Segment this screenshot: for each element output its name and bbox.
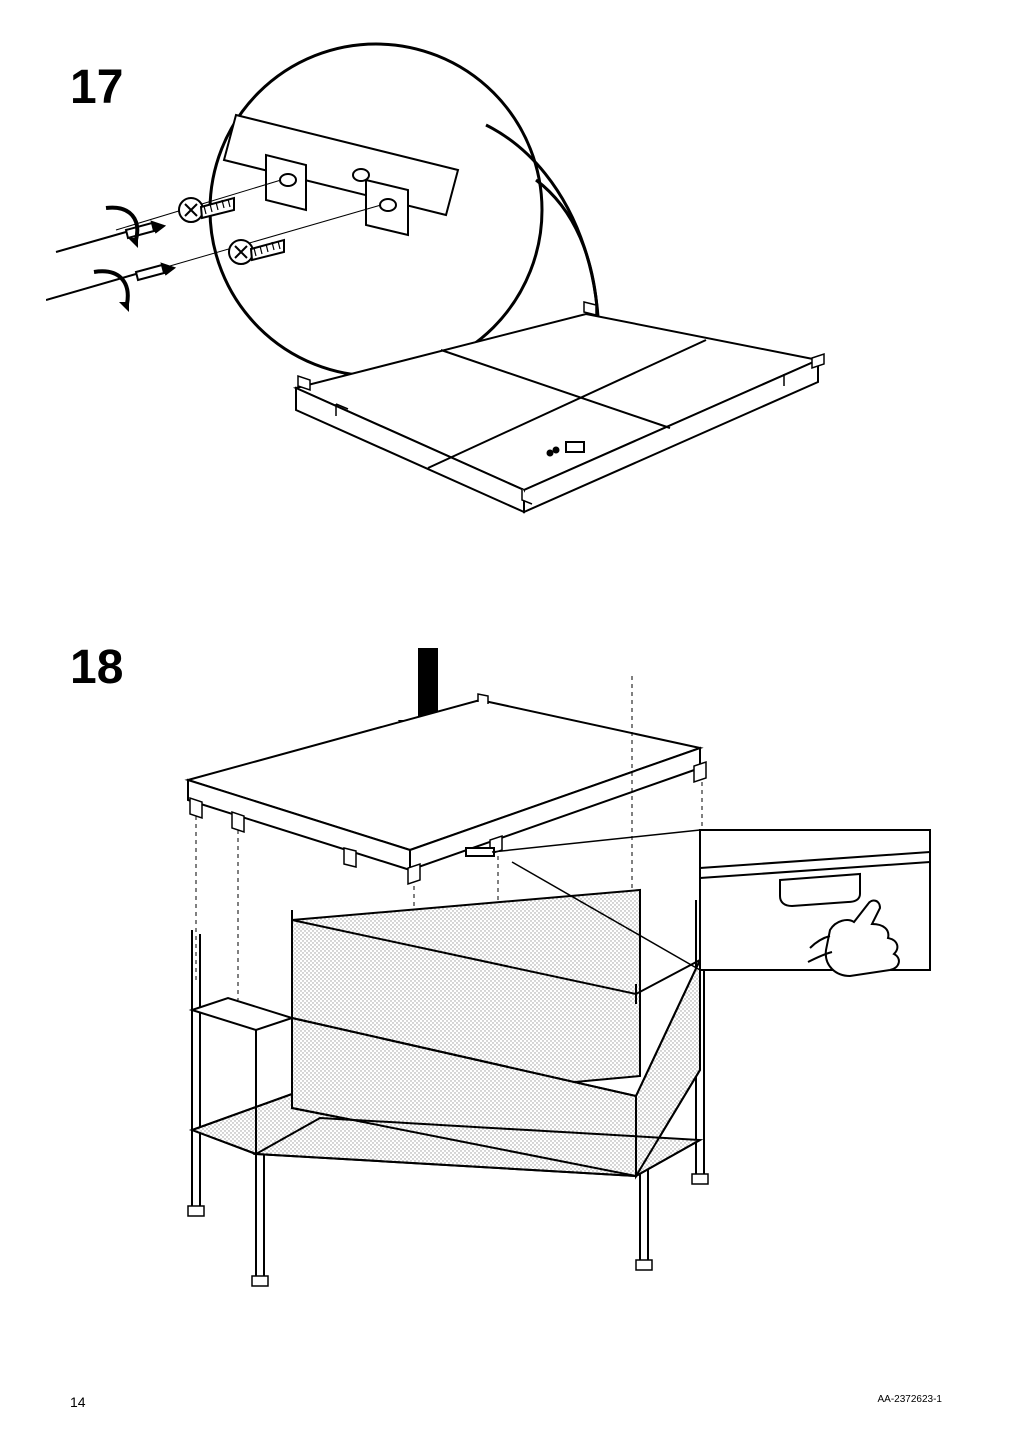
page-footer: 14 AA-2372623-1	[0, 1394, 1012, 1412]
step-17-diagram	[46, 40, 966, 580]
document-id: AA-2372623-1	[878, 1394, 943, 1405]
base-unit	[188, 890, 708, 1286]
screwdriver-icon	[56, 208, 164, 252]
page-number: 14	[70, 1394, 86, 1410]
screwdriver-icon	[46, 264, 174, 312]
step-18-diagram	[60, 630, 960, 1330]
top-panel	[188, 694, 706, 884]
page: 17 1x 107616	[0, 0, 1012, 1432]
